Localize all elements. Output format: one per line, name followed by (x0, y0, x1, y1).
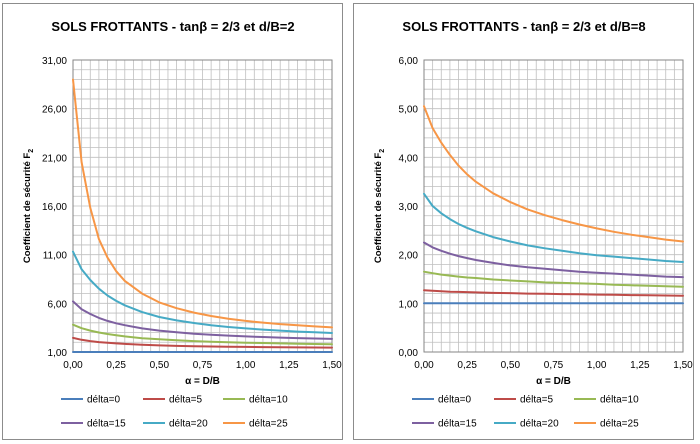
y-axis-label: Coefficient de sécurité F2 (22, 149, 35, 263)
x-tick-label: 1,50 (322, 360, 342, 371)
y-tick-label: 0,00 (399, 348, 419, 359)
series-line-délta=20 (423, 192, 684, 263)
legend-label: délta=10 (600, 395, 639, 406)
y-tick-label: 21,00 (42, 153, 67, 164)
legend-label: délta=15 (438, 419, 477, 430)
y-tick-label: 1,00 (399, 299, 419, 310)
legend-label: délta=5 (169, 395, 203, 406)
x-axis-label: α = D/B (185, 376, 220, 387)
legend-label: délta=25 (600, 419, 639, 430)
legend-label: délta=25 (249, 419, 288, 430)
chart-right: SOLS FROTTANTS - tanβ = 2/3 et d/B=8 0,00… (373, 19, 693, 430)
x-tick-label: 1,50 (673, 360, 693, 371)
y-tick-label: 11,00 (43, 251, 68, 262)
chart-panel-right: SOLS FROTTANTS - tanβ = 2/3 et d/B=8 0,00… (353, 3, 694, 440)
x-tick-label: 0,00 (63, 360, 83, 371)
x-axis-label: α = D/B (536, 376, 571, 387)
legend-label: délta=5 (520, 395, 554, 406)
x-tick-label: 0,75 (193, 360, 213, 371)
chart-panel-left: SOLS FROTTANTS - tanβ = 2/3 et d/B=2 1,00… (2, 3, 343, 440)
y-axis-label: Coefficient de sécurité F2 (373, 149, 386, 263)
legend-label: délta=20 (169, 419, 208, 430)
x-tick-label: 0,25 (106, 360, 126, 371)
legend-label: délta=10 (249, 395, 288, 406)
y-tick-label: 1,00 (48, 348, 68, 359)
plot-border (423, 59, 684, 353)
x-tick-label: 0,50 (150, 360, 170, 371)
chart-title: SOLS FROTTANTS - tanβ = 2/3 et d/B=8 (402, 19, 645, 34)
series-line-délta=5 (423, 289, 684, 297)
y-tick-label: 6,00 (399, 56, 419, 67)
legend-label: délta=20 (520, 419, 559, 430)
series-line-délta=25 (72, 78, 333, 329)
chart-left: SOLS FROTTANTS - tanβ = 2/3 et d/B=2 1,00… (22, 19, 342, 430)
x-tick-label: 1,00 (236, 360, 256, 371)
legend-label: délta=0 (438, 395, 472, 406)
series-line-délta=10 (423, 270, 684, 288)
y-tick-label: 5,00 (399, 105, 419, 116)
y-tick-label: 4,00 (399, 153, 419, 164)
x-tick-label: 0,00 (414, 360, 434, 371)
x-tick-label: 1,25 (279, 360, 299, 371)
y-tick-label: 16,00 (42, 202, 67, 213)
series-line-délta=15 (423, 241, 684, 279)
x-tick-label: 0,50 (501, 360, 521, 371)
series-line-délta=25 (423, 105, 684, 243)
x-tick-label: 0,75 (544, 360, 564, 371)
y-tick-label: 2,00 (399, 251, 419, 262)
y-tick-label: 31,00 (42, 56, 67, 67)
legend-label: délta=15 (87, 419, 126, 430)
chart-title: SOLS FROTTANTS - tanβ = 2/3 et d/B=2 (51, 19, 294, 34)
y-tick-label: 3,00 (399, 202, 419, 213)
x-tick-label: 0,25 (457, 360, 477, 371)
legend-label: délta=0 (87, 395, 121, 406)
series-line-délta=20 (72, 250, 333, 334)
series-line-délta=5 (72, 336, 333, 349)
y-tick-label: 6,00 (48, 299, 68, 310)
series-line-délta=10 (72, 323, 333, 346)
y-tick-label: 26,00 (42, 105, 67, 116)
series-line-délta=15 (72, 300, 333, 340)
x-tick-label: 1,00 (587, 360, 607, 371)
x-tick-label: 1,25 (630, 360, 650, 371)
